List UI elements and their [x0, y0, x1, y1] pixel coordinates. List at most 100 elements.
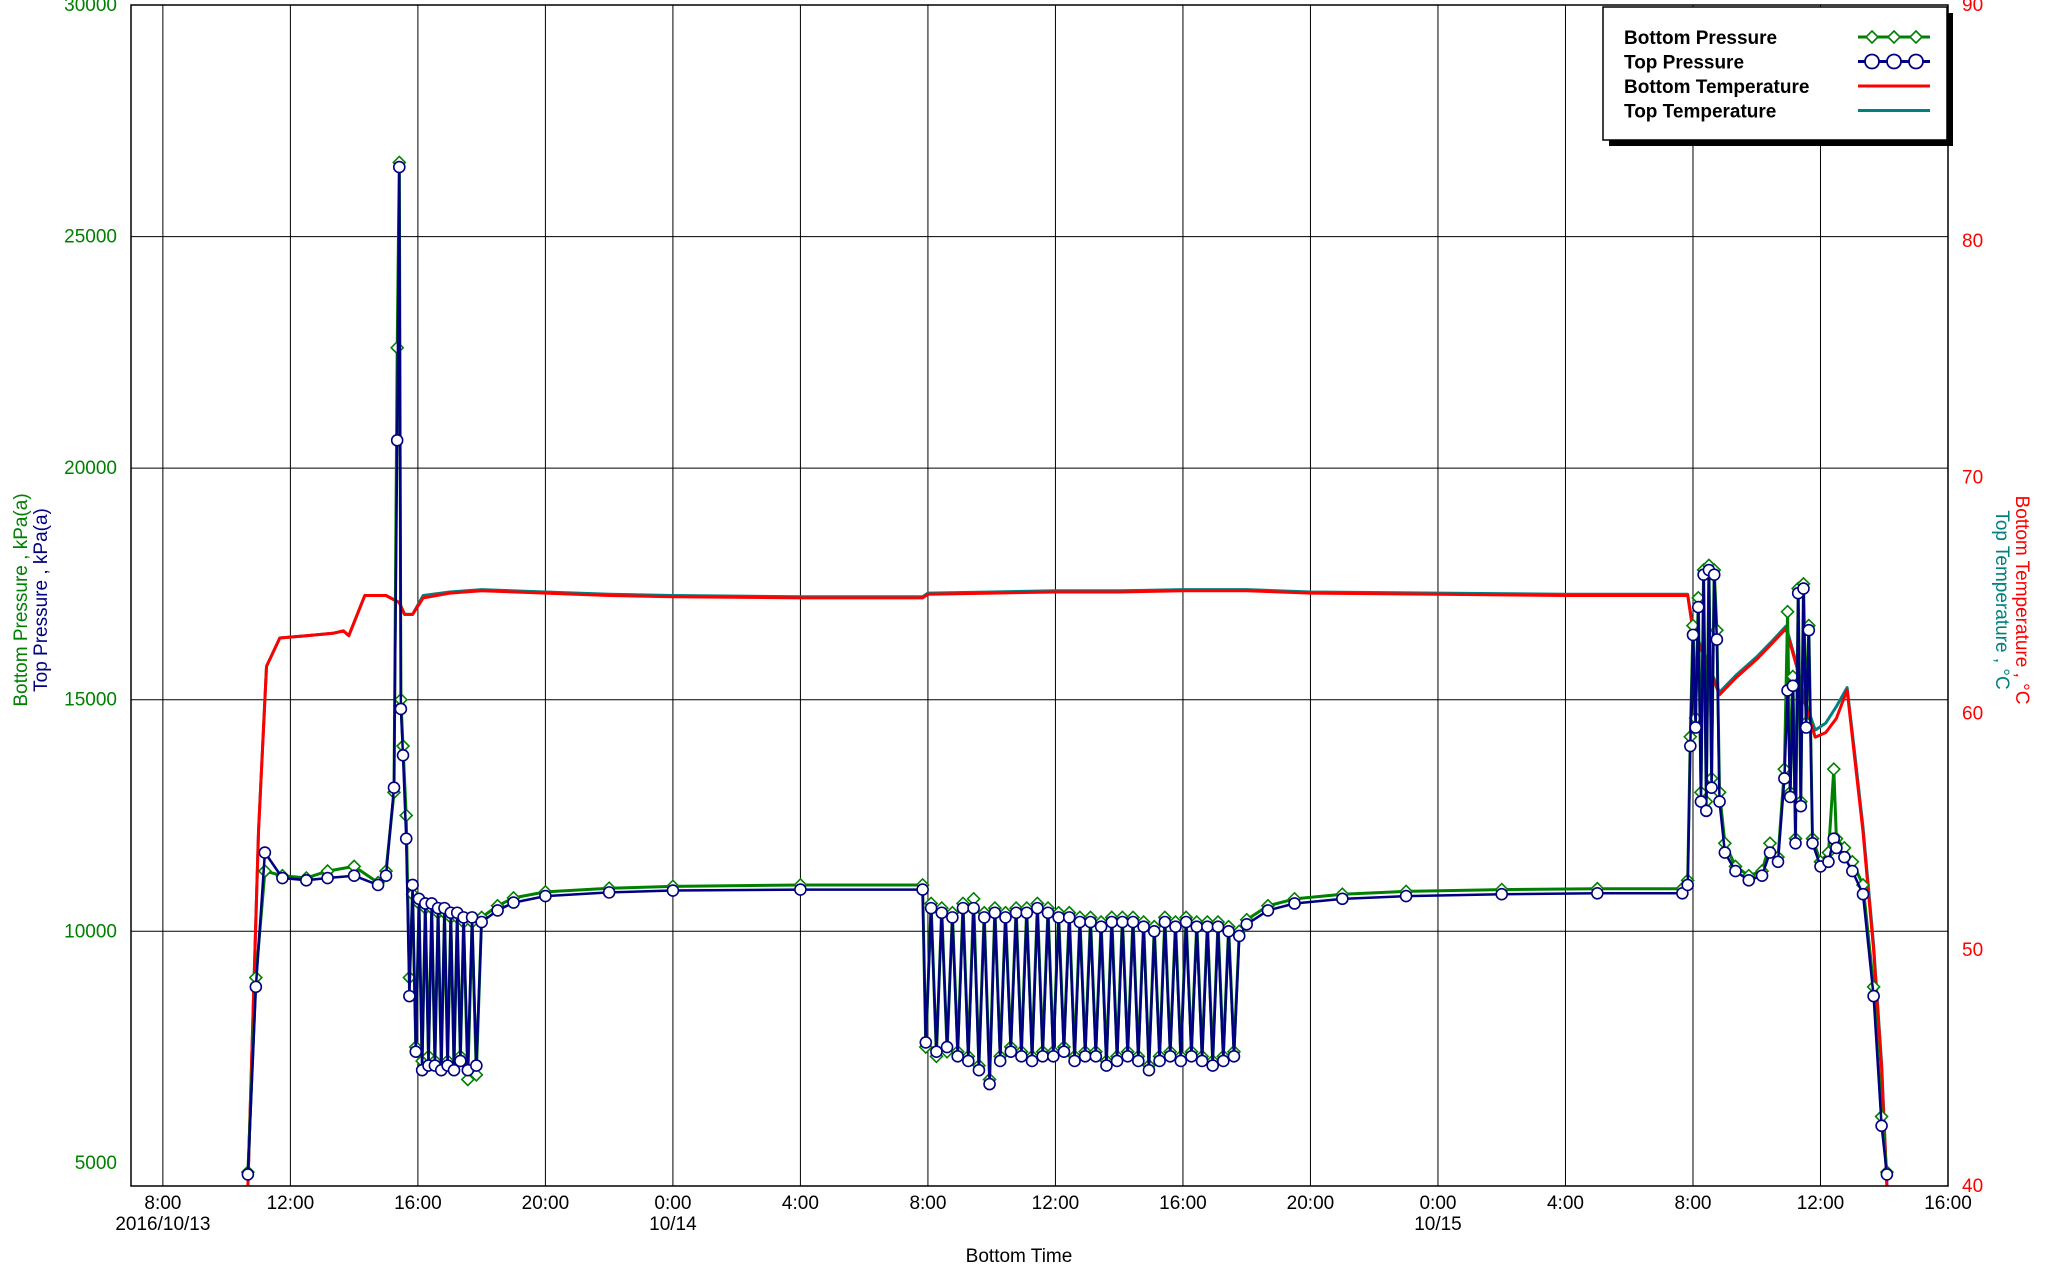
top-pressure-point: [916, 883, 929, 896]
top-pressure-point: [1771, 855, 1785, 869]
top-pressure-point: [1147, 924, 1161, 938]
top-pressure-point: [1217, 1054, 1230, 1068]
top-pressure-point: [347, 869, 361, 882]
series-top-pressure: [241, 160, 1894, 1181]
top-pressure-point: [1867, 989, 1880, 1003]
left-tick-label: 15000: [64, 690, 117, 711]
top-pressure-point: [1689, 721, 1702, 734]
x-tick-label: 8:00: [1674, 1193, 1711, 1214]
top-pressure-point: [470, 1059, 483, 1072]
series-line: [246, 589, 1889, 1186]
top-pressure-point: [1830, 841, 1843, 855]
top-pressure-point: [1062, 911, 1076, 924]
left-tick-label: 25000: [64, 227, 117, 248]
top-pressure-point: [1089, 1050, 1103, 1063]
top-pressure-point: [539, 889, 552, 903]
series-line: [246, 165, 1889, 1175]
top-pressure-point: [1084, 915, 1097, 929]
top-pressure-point: [1169, 920, 1182, 933]
top-pressure-point: [993, 1054, 1007, 1068]
x-tick-label: 20:00: [522, 1193, 570, 1214]
top-pressure-point: [1880, 1168, 1894, 1181]
x-tick-label: 4:00: [1547, 1193, 1584, 1214]
top-pressure-point: [1846, 864, 1859, 878]
top-pressure-point: [1707, 568, 1721, 581]
top-pressure-point: [1336, 892, 1349, 906]
series-line: [246, 161, 1889, 1173]
top-pressure-point: [1015, 1050, 1028, 1063]
top-pressure-point: [406, 878, 419, 892]
legend-box: [1602, 6, 1948, 141]
left-tick-label: 5000: [75, 1153, 117, 1174]
top-pressure-point: [1705, 781, 1718, 795]
top-pressure-point: [1153, 1054, 1166, 1068]
top-pressure-point: [946, 911, 959, 924]
x-tick-sublabel: 10/14: [649, 1214, 697, 1235]
top-pressure-point: [1713, 795, 1726, 808]
x-tick-label: 20:00: [1287, 1193, 1335, 1214]
top-pressure-point: [1142, 1063, 1156, 1077]
top-pressure-point: [394, 702, 408, 716]
top-pressure-point: [1052, 911, 1065, 924]
top-pressure-point: [1797, 582, 1810, 595]
left-axis-ticks: 5000 10000 15000 20000 25000 30000: [64, 0, 117, 1174]
top-pressure-point: [1174, 1054, 1188, 1068]
top-pressure-point: [1802, 623, 1816, 637]
top-pressure-point: [1073, 915, 1087, 929]
x-tick-label: 16:00: [1924, 1193, 1972, 1214]
x-tick-label: 8:00: [144, 1193, 181, 1214]
legend-circle-marker: [1908, 53, 1924, 70]
top-pressure-point: [1179, 915, 1193, 929]
top-pressure-point: [1789, 836, 1802, 850]
top-pressure-point: [507, 896, 520, 909]
top-pressure-point: [321, 871, 334, 885]
top-pressure-point: [999, 911, 1012, 924]
top-pressure-point: [988, 906, 1002, 920]
top-pressure-point: [794, 883, 807, 896]
top-pressure-point: [387, 781, 401, 795]
legend: Bottom Pressure Top Pressure Bottom Temper…: [1602, 6, 1953, 146]
legend-label: Top Temperature: [1624, 102, 1776, 123]
bottom-pressure-point: [460, 1072, 475, 1087]
legend-circle-marker: [1886, 53, 1902, 70]
legend-diamond-marker: [1864, 29, 1880, 45]
top-pressure-point: [1163, 1050, 1177, 1063]
top-pressure-point: [1763, 846, 1777, 859]
top-pressure-point: [249, 980, 263, 994]
top-pressure-point: [1222, 924, 1235, 938]
top-pressure-point: [1786, 679, 1800, 693]
top-pressure-point: [1591, 886, 1604, 900]
grid: [131, 4, 1949, 1186]
top-pressure-point: [967, 901, 980, 915]
top-pressure-point: [1681, 878, 1694, 892]
top-pressure-point: [977, 911, 991, 924]
legend-entries: Bottom Pressure Top Pressure Bottom Temper…: [1624, 28, 1930, 123]
top-pressure-point: [930, 1045, 943, 1058]
right-tick-label: 60: [1962, 704, 1983, 725]
right-axis-label-top-temperature: Top Temperature , °C: [1991, 510, 2012, 689]
legend-label: Top Pressure: [1624, 53, 1744, 74]
top-pressure-point: [1799, 721, 1813, 734]
top-pressure-point: [1856, 887, 1870, 901]
top-pressure-point: [1232, 929, 1246, 943]
x-tick-sublabel: 2016/10/13: [115, 1214, 210, 1235]
x-tick-label: 16:00: [1159, 1193, 1207, 1214]
top-pressure-point: [1057, 1045, 1071, 1058]
top-pressure-point: [1137, 920, 1150, 933]
top-pressure-point: [1240, 918, 1254, 931]
x-tick-sublabel: 10/15: [1414, 1214, 1462, 1235]
top-pressure-point: [1047, 1050, 1060, 1063]
x-tick-label: 12:00: [267, 1193, 315, 1214]
top-pressure-point: [447, 1063, 461, 1077]
top-pressure-point: [392, 160, 406, 174]
top-pressure-point: [1778, 772, 1791, 785]
top-pressure-point: [1068, 1054, 1081, 1068]
left-tick-label: 30000: [64, 0, 117, 16]
top-pressure-point: [1100, 1059, 1113, 1072]
top-pressure-point: [1288, 897, 1301, 910]
top-pressure-point: [1691, 600, 1705, 614]
top-pressure-point: [1261, 904, 1275, 917]
top-pressure-point: [1684, 739, 1697, 753]
top-pressure-point: [409, 1045, 423, 1058]
